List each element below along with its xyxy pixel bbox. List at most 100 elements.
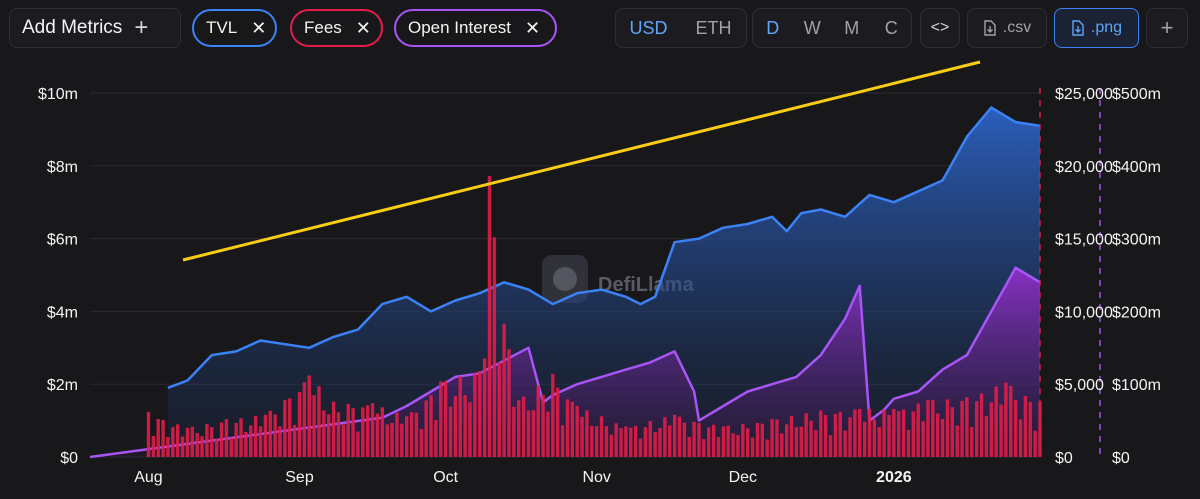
add-metrics-button[interactable]: Add Metrics + [9,8,181,48]
metric-chip-open-interest[interactable]: Open Interest ✕ [394,9,557,47]
fees-bar [502,323,506,457]
fees-bar [541,394,545,457]
fees-bar [429,395,433,457]
period-month-option[interactable]: M [844,17,860,38]
fees-bar [234,423,238,457]
fees-bar [736,434,740,457]
currency-usd-option[interactable]: USD [629,17,668,38]
open-interest-axis-label: $500m [1112,86,1161,103]
fees-bar [302,382,307,457]
fees-bar [940,419,945,457]
close-icon[interactable]: ✕ [355,17,371,38]
fees-bar [897,411,901,457]
trendline-annotation [182,60,981,262]
currency-eth-option[interactable]: ETH [695,17,732,38]
fees-bar [823,415,828,457]
fees-bar [677,416,682,457]
fees-bar [765,439,769,457]
metric-chip-tvl[interactable]: TVL ✕ [192,9,277,47]
tvl-axis-label: $4m [47,304,78,321]
fees-bar [190,426,195,457]
period-cumulative-option[interactable]: C [884,17,898,38]
fees-bar [346,403,350,457]
fees-bar [487,175,492,457]
fees-bar [1028,401,1032,457]
open-interest-axis-label: $400m [1112,159,1161,176]
fees-bar [994,386,998,457]
plus-icon: + [1160,15,1174,40]
embed-button[interactable]: <> [920,8,960,48]
period-day-option[interactable]: D [766,17,780,38]
x-axis-label: Nov [582,469,610,486]
fees-bar [424,400,428,457]
fees-bar [799,426,803,457]
fees-bar [507,349,511,457]
fees-bar [434,420,438,457]
fees-bar [999,404,1003,457]
fees-bar [892,408,896,457]
open-interest-axis-label: $300m [1112,232,1161,249]
metric-chip-label: Fees [304,18,342,37]
fees-bar [833,413,838,457]
fees-bar [653,432,657,457]
close-icon[interactable]: ✕ [251,17,267,38]
tvl-line [167,106,1041,389]
fees-series [146,175,1042,457]
fees-bar [156,419,160,457]
fees-bar [658,427,662,457]
fees-bar [1023,396,1028,457]
fees-bar [965,397,969,457]
fees-bar [989,402,993,457]
file-download-icon [1072,20,1084,36]
fees-bar [1013,400,1018,457]
fees-bar [716,437,721,457]
fees-bar [322,410,326,457]
fees-bar [663,417,667,457]
fees-bar [984,416,989,457]
fees-bar [707,427,711,457]
fees-bar [877,427,881,457]
fees-bar [385,424,389,457]
close-icon[interactable]: ✕ [525,17,541,38]
fees-bar [604,426,609,457]
fees-bar [453,396,458,457]
axes: $0 $2m $4m $6m $8m $10m $0 $5,000 $10,000 $15,000… [38,86,1161,486]
fees-bar [482,358,487,457]
download-csv-button[interactable]: .csv [967,8,1047,48]
fees-bar [1009,385,1013,457]
period-week-option[interactable]: W [803,17,821,38]
download-png-button[interactable]: .png [1054,8,1139,48]
fees-bar [775,419,779,457]
period-toggle: D W M C [752,8,912,48]
fees-axis-label: $0 [1055,450,1073,467]
fees-bar [614,423,618,457]
fees-axis-label: $15,000 [1055,232,1113,249]
fees-bar [911,411,916,457]
fees-bar [672,414,677,457]
fees-bar [882,409,886,457]
fees-bar [575,406,579,457]
fees-bar [721,426,726,457]
fees-bar [697,423,701,457]
x-axis-label: Aug [134,469,162,486]
watermark: DefiLlama [542,255,694,303]
fees-bar [1004,382,1008,457]
fees-bar [935,413,940,457]
fees-bar [390,422,394,457]
fees-bar [253,415,258,457]
fees-bar [531,410,536,457]
fees-axis-label: $5,000 [1055,377,1104,394]
fees-bar [979,393,984,457]
fees-bar [214,438,219,457]
fees-bar [794,427,799,457]
more-options-button[interactable]: + [1146,8,1188,48]
fees-bar [443,381,448,457]
fees-bar [687,436,691,457]
metric-chip-fees[interactable]: Fees ✕ [290,9,383,47]
fees-bar [872,419,877,457]
fees-bar [195,432,199,457]
metric-chip-label: Open Interest [408,18,512,37]
fees-bar [419,429,423,457]
fees-bar [307,375,311,457]
